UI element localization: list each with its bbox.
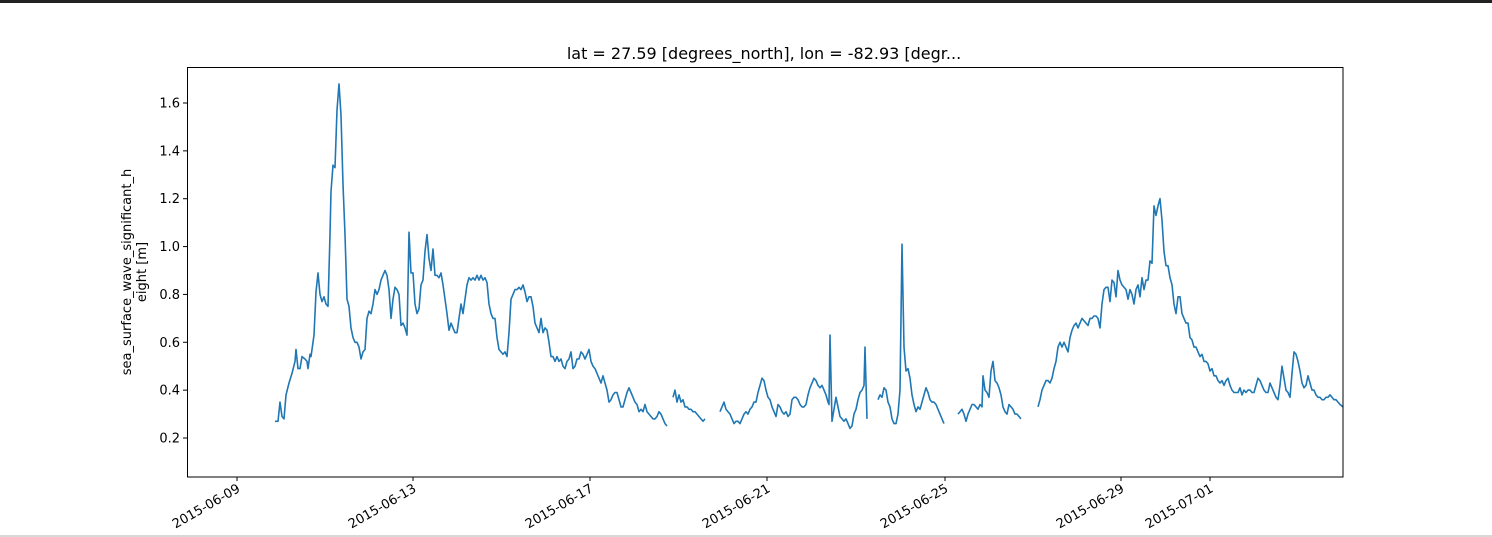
x-tick-label: 2015-06-13 — [346, 481, 419, 532]
y-axis-label-line-2: eight [m] — [135, 242, 150, 302]
series-line-segment — [719, 334, 868, 430]
data-series-line — [275, 83, 1344, 430]
x-axis-ticks: 2015-06-09 2015-06-13 2015-06-17 2015-06-21… — [170, 477, 1216, 532]
series-line-segment — [672, 389, 706, 423]
x-tick-label: 2015-06-29 — [1054, 481, 1127, 532]
window-bottom-edge — [0, 535, 1492, 537]
y-axis-label-line-1: sea_surface_wave_significant_h — [120, 169, 135, 375]
chart-title: lat = 27.59 [degrees_north], lon = -82.9… — [567, 44, 961, 64]
series-line-segment — [275, 83, 668, 427]
plot-area-frame — [187, 67, 1344, 478]
series-line-segment — [877, 243, 945, 425]
window-top-bar — [0, 0, 1492, 3]
x-tick-label: 2015-07-01 — [1143, 481, 1216, 532]
series-line-segment — [957, 360, 1022, 423]
x-tick-label: 2015-06-09 — [170, 481, 243, 532]
y-tick-label: 0.2 — [159, 432, 180, 447]
series-line-segment — [1037, 197, 1344, 408]
y-tick-label: 0.8 — [159, 288, 180, 303]
x-tick-label: 2015-06-21 — [700, 481, 773, 532]
y-tick-label: 0.6 — [159, 336, 180, 351]
y-tick-label: 1.6 — [159, 97, 180, 112]
y-tick-label: 1.0 — [159, 240, 180, 255]
x-tick-label: 2015-06-25 — [878, 481, 951, 532]
y-tick-label: 0.4 — [159, 384, 180, 399]
y-tick-label: 1.4 — [159, 144, 180, 159]
y-tick-label: 1.2 — [159, 192, 180, 207]
y-axis-ticks: 0.2 0.4 0.6 0.8 1.0 1.2 1.4 1.6 — [159, 97, 187, 447]
y-axis-label: sea_surface_wave_significant_h eight [m] — [120, 169, 150, 375]
x-tick-label: 2015-06-17 — [523, 481, 596, 532]
